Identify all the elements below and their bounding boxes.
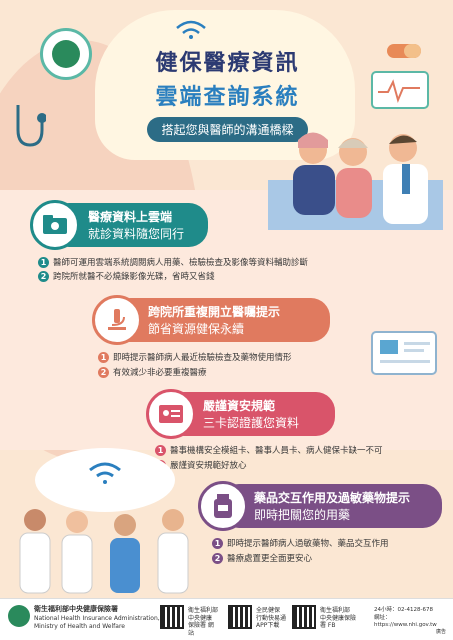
qr-facebook-label: 衛生福利部 中央健康保險署 FB [320, 607, 357, 629]
list-item: 2 醫療處置更全面更安心 [212, 552, 312, 564]
qr-code-website[interactable] [160, 605, 184, 629]
taiwan-map-icon [52, 40, 80, 68]
list-item: 1 即時提示醫師病人最近檢驗檢查及藥物使用情形 [98, 351, 292, 363]
bullet-number-1: 1 [98, 351, 109, 363]
section-cloud-subtitle: 就診資料隨您同行 [88, 227, 185, 241]
footer-org-english-1: National Health Insurance Administration… [34, 615, 160, 622]
list-item-text: 即時提示醫師病人最近檢驗檢查及藥物使用情形 [113, 353, 292, 363]
footer: 衛生福利部中央健康保險署 National Health Insurance A… [0, 598, 453, 640]
ad-mark: 廣告 [436, 629, 447, 635]
section-security-subtitle: 三卡認證護您資料 [203, 416, 300, 430]
section-duplicate-pill: 跨院所重複開立醫囑提示 節省資源健保永續 [112, 298, 330, 342]
medicine-bottle-icon [198, 481, 248, 531]
list-item: 1 醫事機構安全模組卡、醫事人員卡、病人健保卡缺一不可 [155, 444, 383, 456]
list-item-text: 醫療處置更全面更安心 [227, 554, 313, 564]
page-subtitle: 搭起您與醫師的溝通橋樑 [147, 117, 308, 142]
bullet-number-1: 1 [212, 537, 223, 549]
qr-website-label: 衛生福利部 中央健康 保險署 網站 [188, 607, 219, 637]
section-duplicate-title: 跨院所重複開立醫囑提示 [148, 305, 281, 319]
list-item: 1 醫師可運用雲端系統調閱病人用藥、檢驗檢查及影像等資料輔助診斷 [38, 256, 308, 268]
wifi-icon [176, 20, 206, 39]
page-title-line2: 雲端查詢系統 [155, 85, 300, 110]
bullet-number-1: 1 [38, 256, 49, 268]
section-security-title: 嚴謹資安規範 [203, 399, 276, 413]
section-duplicate-subtitle: 節省資源健保永續 [148, 322, 245, 336]
list-item-text: 有效減少非必要重複醫療 [113, 368, 207, 378]
list-item-text: 跨院所就醫不必燒錄影像光碟，省時又省錢 [53, 272, 215, 282]
list-item-text: 嚴謹資安規範好放心 [170, 461, 247, 471]
pill-icon [387, 44, 421, 58]
section-drug-pill: 藥品交互作用及過敏藥物提示 即時把關您的用藥 [220, 484, 442, 528]
section-drug-subtitle: 即時把關您的用藥 [254, 508, 351, 522]
bullet-number-2: 2 [38, 270, 49, 282]
bullet-number-1: 1 [155, 444, 166, 456]
footer-org-name: 衛生福利部中央健康保險署 [34, 605, 118, 613]
list-item: 2 有效減少非必要重複醫療 [98, 366, 207, 378]
bullet-number-2: 2 [98, 366, 109, 378]
footer-website[interactable]: 網址：https://www.nhi.gov.tw [374, 615, 437, 628]
qr-code-app[interactable] [228, 605, 252, 629]
bullet-number-2: 2 [212, 552, 223, 564]
monitor-chart-icon [371, 331, 437, 375]
list-item-text: 即時提示醫師病人過敏藥物、藥品交互作用 [227, 539, 389, 549]
nhi-logo [40, 28, 92, 80]
stethoscope-icon [16, 105, 46, 147]
monitor-icon [371, 71, 429, 109]
list-item: 1 即時提示醫師病人過敏藥物、藥品交互作用 [212, 537, 389, 549]
microscope-icon [92, 295, 142, 345]
section-cloud-title: 醫療資料上雲端 [88, 210, 173, 224]
doctor-patient-illustration [268, 132, 443, 230]
footer-org-english-2: Ministry of Health and Welfare [34, 623, 125, 630]
medical-staff-illustration [19, 448, 189, 594]
section-drug-title: 藥品交互作用及過敏藥物提示 [254, 491, 411, 505]
list-item: 2 跨院所就醫不必燒錄影像光碟，省時又省錢 [38, 270, 215, 282]
page-title-line1: 健保醫療資訊 [155, 51, 300, 76]
list-item-text: 醫師可運用雲端系統調閱病人用藥、檢驗檢查及影像等資料輔助診斷 [53, 258, 309, 268]
folder-icon [30, 200, 80, 250]
title-block: 健保醫療資訊 雲端查詢系統 搭起您與醫師的溝通橋樑 [70, 45, 385, 142]
id-card-icon [146, 389, 196, 439]
list-item-text: 醫事機構安全模組卡、醫事人員卡、病人健保卡缺一不可 [170, 446, 383, 456]
qr-app-label: 全民健保 行動快易通 APP下載 [256, 607, 287, 629]
footer-phone: 24小時：02-4128-678 [374, 607, 433, 613]
qr-code-facebook[interactable] [292, 605, 316, 629]
nhi-footer-logo [8, 605, 30, 627]
